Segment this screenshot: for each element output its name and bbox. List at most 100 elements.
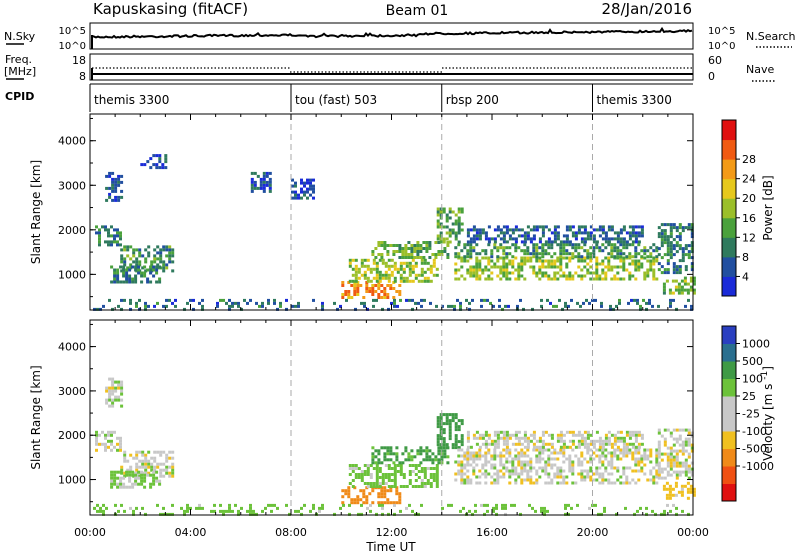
power-echo-cell [153, 304, 156, 308]
velocity-echo-cell [672, 458, 676, 462]
velocity-echo-cell [520, 472, 524, 476]
velocity-echo-cell [404, 449, 408, 453]
velocity-echo-cell [439, 446, 443, 450]
power-echo-cell [541, 243, 545, 247]
velocity-echo-cell [434, 458, 438, 462]
velocity-echo-cell [475, 475, 479, 479]
power-echo-cell [171, 248, 175, 252]
velocity-echo-cell [672, 443, 676, 447]
velocity-echo-cell [631, 430, 635, 434]
velocity-echo-cell [681, 446, 685, 450]
velocity-echo-cell [383, 455, 387, 459]
power-echo-cell [490, 271, 494, 275]
power-echo-cell [351, 273, 355, 277]
power-echo-cell [574, 249, 578, 253]
velocity-echo-cell [442, 440, 446, 444]
velocity-echo-cell [550, 436, 554, 440]
power-echo-cell [360, 261, 364, 265]
power-echo-cell [475, 271, 479, 275]
velocity-echo-cell [439, 419, 443, 423]
velocity-echo-cell [474, 509, 477, 513]
velocity-echo-cell [333, 512, 336, 516]
velocity-echo-cell [425, 446, 429, 450]
power-echo-cell [660, 265, 664, 269]
power-echo-cell [604, 246, 608, 250]
power-echo-cell [475, 252, 479, 256]
velocity-echo-cell [580, 439, 584, 443]
velocity-echo-cell [514, 457, 518, 461]
velocity-echo-cell [496, 478, 500, 482]
velocity-echo-cell [436, 434, 440, 438]
power-echo-cell [583, 240, 587, 244]
power-echo-cell [420, 304, 423, 308]
velocity-echo-cell [132, 509, 135, 513]
velocity-echo-cell [616, 448, 620, 452]
velocity-echo-cell [508, 460, 512, 464]
velocity-echo-cell [577, 430, 581, 434]
velocity-echo-cell [665, 496, 669, 500]
power-echo-cell [547, 277, 551, 281]
power-echo-cell [577, 252, 581, 256]
velocity-echo-cell [436, 440, 440, 444]
velocity-echo-cell [571, 442, 575, 446]
power-echo-cell [454, 234, 458, 238]
nsky-noise-line [91, 26, 693, 39]
power-echo-cell [390, 270, 394, 274]
velocity-echo-cell [303, 503, 306, 507]
power-echo-cell [502, 259, 506, 263]
velocity-echo-cell [478, 445, 482, 449]
velocity-echo-cell [472, 469, 476, 473]
power-echo-cell [481, 256, 485, 260]
power-echo-cell [294, 196, 297, 200]
velocity-echo-cell [613, 433, 617, 437]
power-echo-cell [619, 277, 623, 281]
power-echo-cell [652, 262, 656, 266]
power-echo-cell [535, 271, 539, 275]
power-echo-cell [565, 256, 569, 260]
power-echo-cell [604, 256, 608, 260]
velocity-echo-cell [138, 465, 142, 469]
power-echo-cell [445, 216, 449, 220]
velocity-echo-cell [595, 466, 599, 470]
velocity-echo-cell [592, 439, 596, 443]
power-echo-cell [201, 298, 204, 302]
velocity-echo-cell [120, 392, 124, 396]
velocity-echo-cell [592, 478, 596, 482]
velocity-echo-cell [655, 475, 659, 479]
velocity-echo-cell [616, 439, 620, 443]
power-echo-cell [610, 252, 614, 256]
velocity-echo-cell [657, 446, 661, 450]
power-echo-cell [165, 248, 169, 252]
power-echo-cell [383, 241, 387, 244]
power-echo-cell [268, 180, 272, 184]
velocity-echo-cell [312, 506, 315, 510]
velocity-echo-cell [111, 386, 115, 390]
velocity-echo-cell [451, 446, 455, 450]
power-echo-cell [116, 268, 120, 272]
velocity-echo-cell [690, 461, 694, 465]
velocity-echo-cell [366, 467, 370, 470]
velocity-echo-cell [640, 469, 644, 473]
power-echo-cell [480, 298, 483, 302]
velocity-echo-cell [436, 437, 440, 441]
velocity-echo-cell [597, 512, 600, 516]
power-echo-cell [457, 255, 461, 259]
velocity-echo-cell [366, 473, 370, 476]
power-echo-cell [571, 246, 575, 250]
velocity-echo-cell [574, 454, 578, 458]
power-echo-cell [517, 265, 521, 269]
power-echo-cell [399, 267, 403, 271]
velocity-echo-cell [454, 443, 458, 447]
velocity-echo-cell [432, 473, 436, 476]
power-echo-cell [387, 273, 391, 277]
velocity-echo-cell [559, 472, 563, 476]
power-echo-cell [665, 279, 669, 283]
power-echo-cell [553, 225, 557, 229]
velocity-echo-cell [544, 481, 548, 485]
power-echo-cell [122, 280, 126, 284]
power-echo-cell [341, 293, 345, 296]
velocity-echo-cell [116, 482, 120, 486]
velocity-echo-cell [583, 442, 587, 446]
velocity-echo-cell [502, 439, 506, 443]
power-echo-cell [492, 304, 495, 308]
